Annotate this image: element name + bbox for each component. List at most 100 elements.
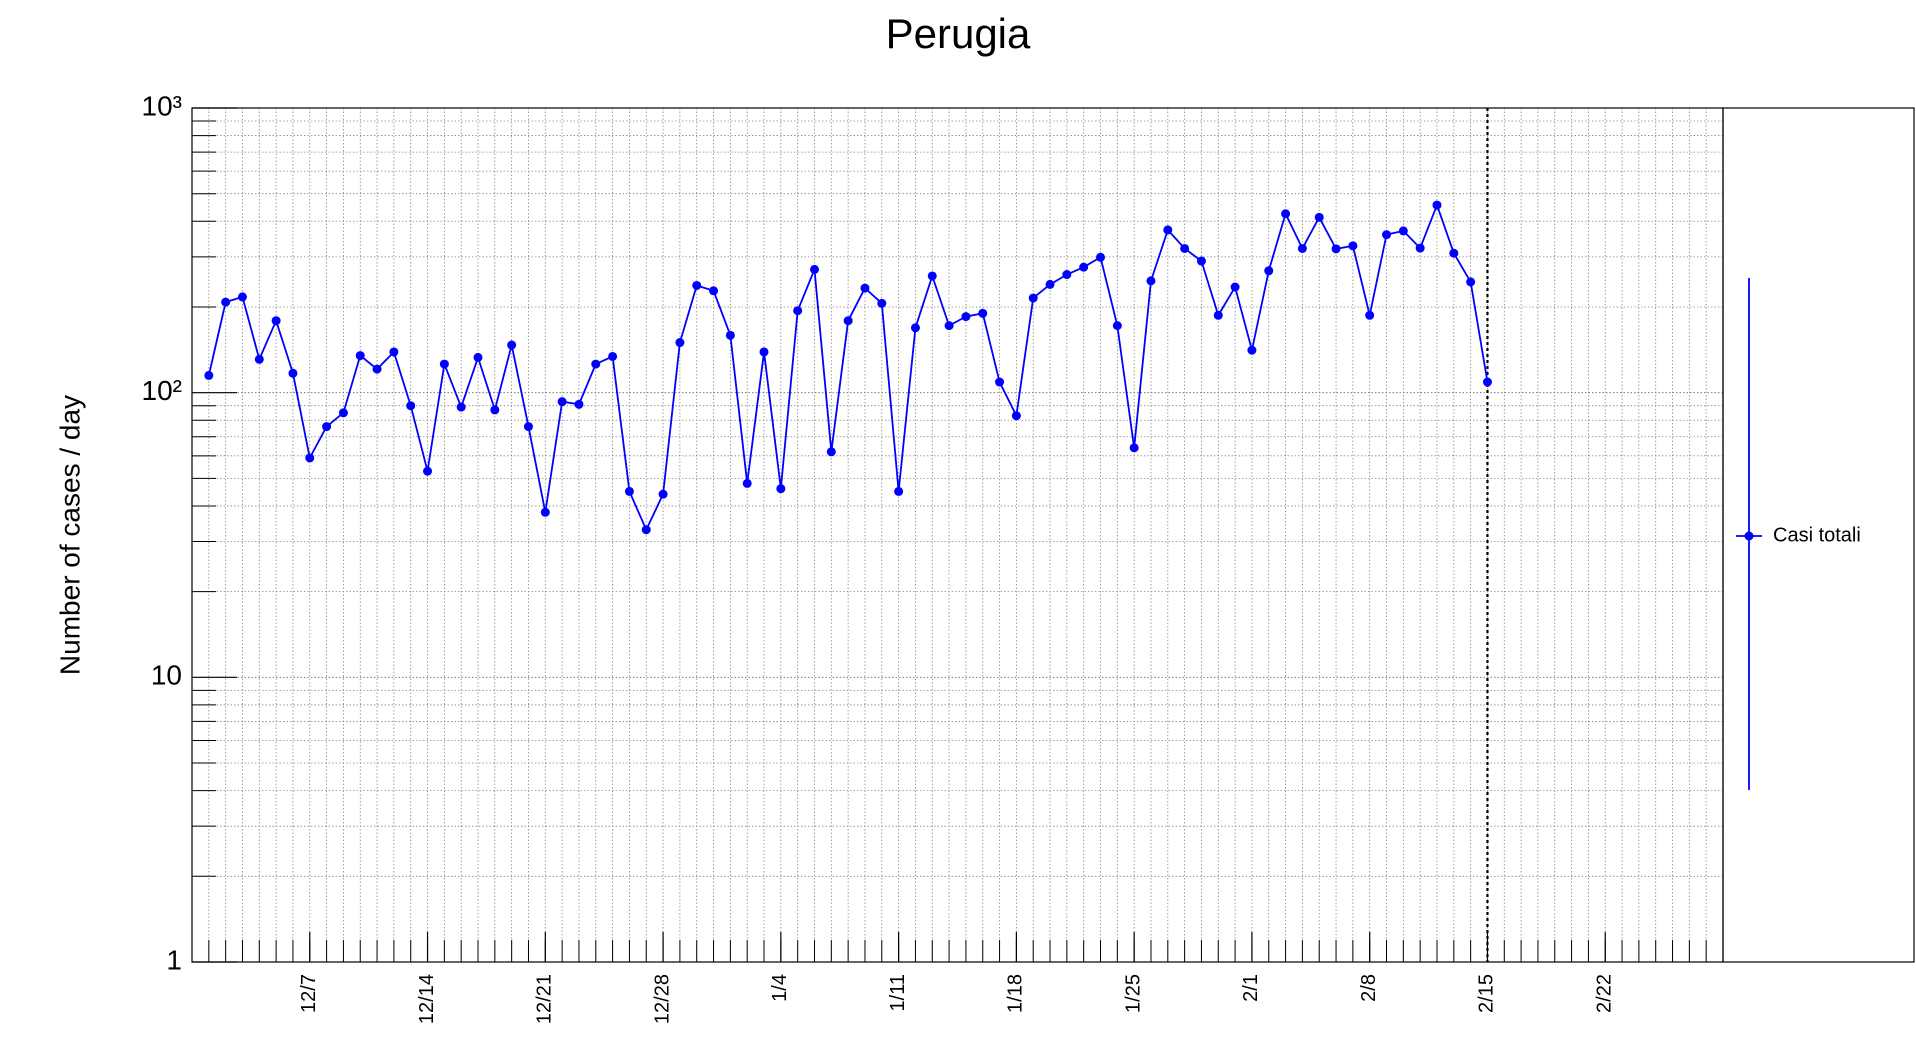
- data-point: [1096, 252, 1106, 262]
- data-point: [1247, 345, 1257, 355]
- data-point: [910, 323, 920, 333]
- data-point: [877, 298, 887, 308]
- data-point: [1466, 277, 1476, 287]
- data-point: [608, 351, 618, 361]
- data-point: [1348, 241, 1358, 251]
- data-point: [658, 489, 668, 499]
- data-point: [692, 280, 702, 290]
- x-tick-label: 2/15: [1476, 974, 1498, 1013]
- legend-box: [1722, 107, 1915, 963]
- data-point: [1382, 230, 1392, 240]
- data-point: [709, 286, 719, 296]
- data-point: [1213, 310, 1223, 320]
- y-tick-label: 10³: [142, 90, 182, 121]
- data-point: [1011, 411, 1021, 421]
- data-point: [221, 297, 231, 307]
- data-point: [1297, 243, 1307, 253]
- data-point: [237, 292, 247, 302]
- data-point: [1482, 377, 1492, 387]
- data-point: [574, 399, 584, 409]
- data-point: [793, 306, 803, 316]
- data-point: [1028, 293, 1038, 303]
- legend-marker: [1744, 531, 1754, 541]
- data-point: [1112, 321, 1122, 331]
- data-point: [1365, 310, 1375, 320]
- data-point: [1415, 243, 1425, 253]
- data-point: [540, 507, 550, 517]
- data-point: [1264, 266, 1274, 276]
- data-point: [1314, 212, 1324, 222]
- data-point: [1196, 256, 1206, 266]
- data-point: [961, 312, 971, 322]
- x-tick-label: 2/22: [1594, 974, 1616, 1013]
- data-point: [523, 422, 533, 432]
- legend-label: Casi totali: [1773, 524, 1861, 546]
- data-point: [1079, 262, 1089, 272]
- y-tick-label: 1: [166, 944, 182, 975]
- data-point: [894, 486, 904, 496]
- x-tick-label: 12/21: [534, 974, 556, 1024]
- data-point: [826, 447, 836, 457]
- data-point: [288, 368, 298, 378]
- data-point: [372, 364, 382, 374]
- data-point: [355, 351, 365, 361]
- data-point: [490, 405, 500, 415]
- data-point: [204, 370, 214, 380]
- data-point: [271, 316, 281, 326]
- data-point: [406, 401, 416, 411]
- data-point: [978, 308, 988, 318]
- data-point: [389, 347, 399, 357]
- data-point: [1432, 200, 1442, 210]
- x-tick-label: 2/8: [1358, 974, 1380, 1002]
- x-tick-label: 12/7: [298, 974, 320, 1013]
- data-point: [322, 422, 332, 432]
- data-point: [742, 478, 752, 488]
- data-point: [1331, 244, 1341, 254]
- data-point: [1045, 279, 1055, 289]
- data-point: [1163, 225, 1173, 235]
- x-tick-label: 12/28: [651, 974, 673, 1024]
- y-tick-label: 10: [151, 660, 182, 691]
- data-point: [1230, 282, 1240, 292]
- data-point: [1146, 276, 1156, 286]
- data-point: [305, 453, 315, 463]
- x-tick-label: 1/11: [887, 974, 909, 1011]
- data-point: [759, 347, 769, 357]
- data-point: [591, 359, 601, 369]
- data-point: [423, 466, 433, 476]
- data-point: [1398, 226, 1408, 236]
- data-point: [473, 352, 483, 362]
- data-point: [439, 359, 449, 369]
- data-point: [1281, 209, 1291, 219]
- data-point: [927, 271, 937, 281]
- data-point: [725, 330, 735, 340]
- data-point: [1062, 270, 1072, 280]
- data-point: [254, 354, 264, 364]
- data-point: [338, 408, 348, 418]
- data-point: [641, 525, 651, 535]
- data-point: [557, 397, 567, 407]
- data-point: [1449, 248, 1459, 258]
- plot-frame: [191, 107, 1724, 963]
- data-point: [1129, 443, 1139, 453]
- x-tick-label: 12/14: [416, 974, 438, 1024]
- data-point: [860, 283, 870, 293]
- data-point: [507, 340, 517, 350]
- data-point: [809, 264, 819, 274]
- data-point: [1180, 243, 1190, 253]
- x-tick-label: 2/1: [1240, 974, 1262, 1002]
- data-point: [675, 338, 685, 348]
- data-point: [624, 486, 634, 496]
- x-tick-label: 1/25: [1122, 974, 1144, 1013]
- chart-title: Perugia: [886, 10, 1031, 57]
- x-tick-label: 1/18: [1005, 974, 1027, 1013]
- data-point: [995, 377, 1005, 387]
- data-point: [944, 321, 954, 331]
- y-tick-label: 10²: [142, 375, 182, 406]
- data-point: [456, 402, 466, 412]
- data-point: [776, 484, 786, 494]
- y-axis-label: Number of cases / day: [54, 395, 85, 675]
- x-tick-label: 1/4: [769, 974, 791, 1002]
- data-point: [843, 316, 853, 326]
